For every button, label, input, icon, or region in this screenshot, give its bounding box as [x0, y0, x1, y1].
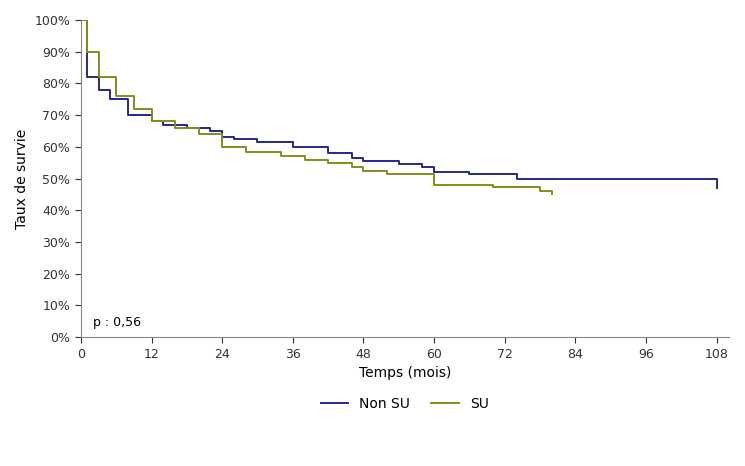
Non SU [641, 176, 650, 181]
SU [147, 119, 156, 124]
SU [453, 182, 462, 188]
SU [241, 149, 250, 154]
Non SU [712, 185, 721, 191]
Non SU [512, 176, 521, 181]
Non SU [147, 119, 156, 124]
SU [276, 154, 285, 159]
Non SU [347, 155, 356, 161]
Non SU [288, 144, 297, 150]
SU [77, 17, 86, 23]
X-axis label: Temps (mois): Temps (mois) [358, 366, 451, 380]
Non SU [218, 135, 226, 140]
Legend: Non SU, SU: Non SU, SU [315, 392, 495, 417]
Y-axis label: Taux de survie: Taux de survie [15, 129, 29, 229]
SU [94, 74, 103, 80]
Non SU [418, 164, 427, 170]
Line: SU: SU [81, 20, 552, 194]
Non SU [82, 74, 91, 80]
SU [359, 168, 368, 173]
Non SU [430, 170, 439, 175]
Non SU [665, 176, 674, 181]
Non SU [501, 171, 510, 177]
SU [112, 93, 121, 99]
Non SU [359, 158, 368, 164]
SU [82, 49, 91, 55]
SU [218, 144, 226, 150]
SU [430, 182, 439, 188]
Line: Non SU: Non SU [81, 20, 717, 188]
SU [383, 171, 392, 177]
SU [347, 164, 356, 170]
Non SU [323, 151, 332, 156]
Text: p : 0,56: p : 0,56 [92, 316, 141, 329]
SU [300, 157, 309, 162]
SU [418, 171, 427, 177]
Non SU [206, 128, 215, 134]
Non SU [159, 122, 168, 128]
SU [548, 192, 557, 197]
Non SU [124, 112, 133, 118]
Non SU [229, 136, 238, 142]
SU [406, 171, 415, 177]
Non SU [94, 87, 103, 93]
SU [130, 106, 139, 111]
Non SU [183, 125, 191, 130]
Non SU [253, 139, 262, 145]
Non SU [106, 96, 115, 102]
Non SU [394, 162, 403, 167]
SU [171, 125, 180, 130]
Non SU [465, 171, 474, 177]
SU [489, 184, 498, 189]
SU [536, 188, 545, 194]
SU [194, 131, 203, 137]
Non SU [77, 17, 86, 23]
SU [323, 160, 332, 165]
